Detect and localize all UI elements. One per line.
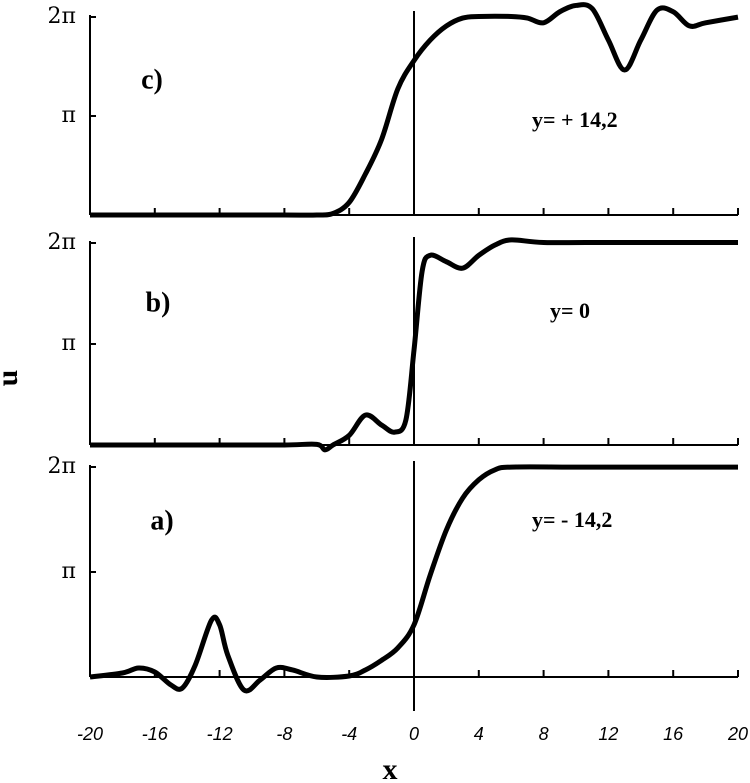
curve [90,2,739,218]
x-tick-label: 4 [474,724,484,744]
x-tick-label: 12 [598,724,618,744]
curve [90,237,739,453]
curve [89,464,738,694]
x-tick-label: 20 [727,724,748,744]
x-tick-label: -16 [142,724,169,744]
x-tick-label: 8 [539,724,549,744]
panel-label: c) [141,64,163,95]
x-tick-label: -8 [276,724,292,744]
x-tick-label: 16 [663,724,684,744]
y-tick-label: π [62,103,76,128]
x-tick-label: -4 [341,724,357,744]
y-tick-label: π [62,331,76,356]
y-tick-label: 2π [48,454,76,479]
y-tick-label: 2π [48,230,76,255]
panel-label: a) [150,505,173,536]
annotation: y= - 14,2 [532,507,612,532]
x-tick-label: -20 [77,724,103,744]
x-tick-label: 0 [409,724,419,744]
x-tick-label: -12 [207,724,233,744]
x-axis-label: x [383,753,398,783]
y-tick-label: 2π [48,4,76,29]
y-axis-label: u [0,370,24,387]
panel-label: b) [146,287,171,318]
annotation: y= 0 [550,298,590,323]
annotation: y= + 14,2 [532,107,618,132]
y-tick-label: π [62,559,76,584]
